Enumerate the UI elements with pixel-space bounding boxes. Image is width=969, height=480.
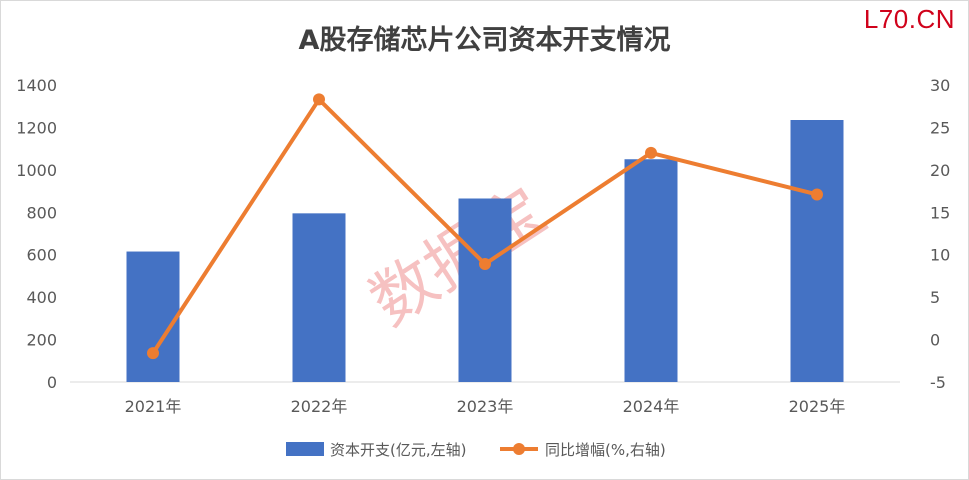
y-left-tick-label: 1200 [16,118,57,137]
x-tick-label: 2024年 [623,397,680,416]
point-yoy-growth [147,347,159,360]
x-tick-label: 2021年 [125,397,182,416]
bar-capex [624,159,678,382]
y-right-tick-label: 25 [930,118,950,137]
chart-title: A股存储芯片公司资本开支情况 [298,25,671,56]
point-yoy-growth [645,146,657,159]
y-right-tick-label: 5 [930,288,940,307]
point-yoy-growth [811,188,823,201]
y-left-tick-label: 1000 [16,161,57,180]
x-tick-label: 2025年 [789,397,846,416]
y-right-tick-label: 10 [930,246,950,265]
y-left-tick-label: 200 [26,331,57,350]
bar-capex [126,251,180,382]
bar-capex [790,120,844,382]
y-left-tick-label: 400 [26,288,57,307]
site-logo: L70.CN [863,4,955,34]
bar-capex [292,213,346,382]
legend-marker-growth [513,443,525,455]
y-left-tick-label: 1400 [16,76,57,95]
x-tick-label: 2022年 [291,397,348,416]
y-right-tick-label: 15 [930,203,950,222]
y-left-tick-label: 0 [47,373,57,392]
bar-capex [458,198,512,382]
legend-swatch-capex [286,442,324,456]
point-yoy-growth [313,93,325,106]
y-right-tick-label: 30 [930,76,950,95]
y-right-tick-label: 20 [930,161,950,180]
legend-label-capex: 资本开支(亿元,左轴) [330,441,466,459]
y-right-tick-label: 0 [930,331,940,350]
y-left-tick-label: 800 [26,203,57,222]
y-right-tick-label: -5 [930,373,946,392]
point-yoy-growth [479,258,491,271]
y-left-tick-label: 600 [26,246,57,265]
legend-label-growth: 同比增幅(%,右轴) [545,441,666,459]
x-tick-label: 2023年 [457,397,514,416]
